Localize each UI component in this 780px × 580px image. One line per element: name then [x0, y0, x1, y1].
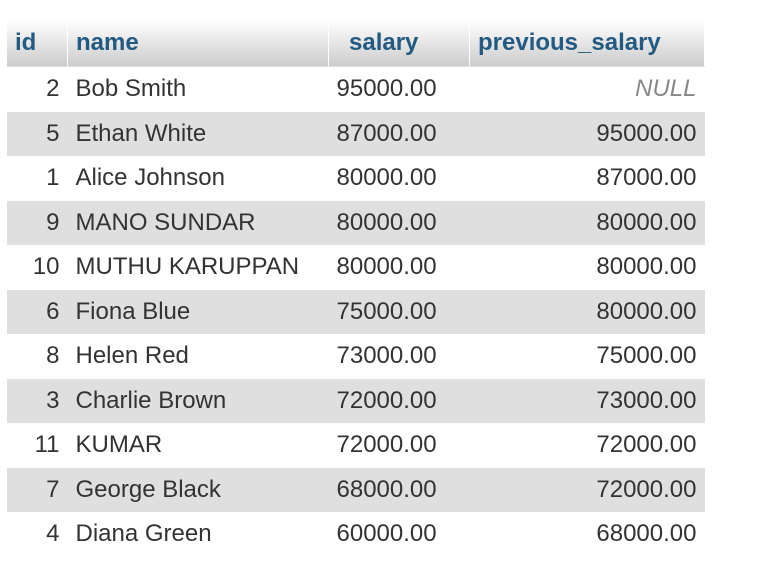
cell-salary: 72000.00 [328, 423, 470, 468]
cell-salary: 60000.00 [328, 512, 470, 557]
cell-salary: 73000.00 [328, 334, 470, 379]
cell-id: 5 [7, 111, 68, 156]
cell-name: Charlie Brown [67, 378, 329, 423]
cell-name: Fiona Blue [67, 289, 329, 334]
cell-salary: 68000.00 [328, 467, 470, 512]
cell-previous-salary: 80000.00 [469, 289, 705, 334]
cell-previous-salary: 73000.00 [469, 378, 705, 423]
table-row[interactable]: 6 Fiona Blue 75000.00 80000.00 [7, 289, 705, 334]
table-row[interactable]: 9 MANO SUNDAR 80000.00 80000.00 [7, 200, 705, 245]
cell-name: KUMAR [67, 423, 329, 468]
cell-name: MANO SUNDAR [67, 200, 329, 245]
cell-id: 8 [7, 334, 68, 379]
cell-name: MUTHU KARUPPAN [67, 245, 329, 290]
cell-id: 2 [7, 66, 68, 112]
cell-salary: 95000.00 [328, 66, 470, 112]
cell-name: Alice Johnson [67, 156, 329, 201]
table-row[interactable]: 7 George Black 68000.00 72000.00 [7, 467, 705, 512]
cell-salary: 75000.00 [328, 289, 470, 334]
results-table: id name salary previous_salary 2 Bob Smit… [7, 20, 705, 557]
header-row: id name salary previous_salary [7, 20, 705, 67]
cell-name: George Black [67, 467, 329, 512]
table-row[interactable]: 5 Ethan White 87000.00 95000.00 [7, 111, 705, 156]
table-header: id name salary previous_salary [7, 20, 705, 67]
cell-id: 3 [7, 378, 68, 423]
cell-id: 4 [7, 512, 68, 557]
table-body: 2 Bob Smith 95000.00 NULL 5 Ethan White 87000.… [7, 66, 705, 557]
cell-salary: 80000.00 [328, 245, 470, 290]
table-row[interactable]: 11 KUMAR 72000.00 72000.00 [7, 423, 705, 468]
table-row[interactable]: 1 Alice Johnson 80000.00 87000.00 [7, 156, 705, 201]
cell-salary: 87000.00 [328, 111, 470, 156]
column-header-id[interactable]: id [7, 20, 68, 67]
cell-previous-salary: 75000.00 [469, 334, 705, 379]
column-header-salary[interactable]: salary [328, 20, 470, 67]
cell-salary: 72000.00 [328, 378, 470, 423]
cell-salary: 80000.00 [328, 156, 470, 201]
cell-name: Ethan White [67, 111, 329, 156]
cell-id: 11 [7, 423, 68, 468]
cell-previous-salary: 87000.00 [469, 156, 705, 201]
table-row[interactable]: 8 Helen Red 73000.00 75000.00 [7, 334, 705, 379]
column-header-name[interactable]: name [67, 20, 329, 67]
table-row[interactable]: 3 Charlie Brown 72000.00 73000.00 [7, 378, 705, 423]
cell-previous-salary: 68000.00 [469, 512, 705, 557]
cell-id: 10 [7, 245, 68, 290]
table-row[interactable]: 2 Bob Smith 95000.00 NULL [7, 66, 705, 112]
cell-name: Bob Smith [67, 66, 329, 112]
null-value: NULL [635, 75, 697, 103]
cell-id: 1 [7, 156, 68, 201]
table-row[interactable]: 4 Diana Green 60000.00 68000.00 [7, 512, 705, 557]
cell-previous-salary: 72000.00 [469, 467, 705, 512]
cell-name: Diana Green [67, 512, 329, 557]
cell-name: Helen Red [67, 334, 329, 379]
cell-previous-salary: 95000.00 [469, 111, 705, 156]
cell-id: 6 [7, 289, 68, 334]
cell-id: 7 [7, 467, 68, 512]
cell-previous-salary: NULL [469, 66, 705, 112]
table-row[interactable]: 10 MUTHU KARUPPAN 80000.00 80000.00 [7, 245, 705, 290]
cell-previous-salary: 72000.00 [469, 423, 705, 468]
cell-previous-salary: 80000.00 [469, 200, 705, 245]
cell-previous-salary: 80000.00 [469, 245, 705, 290]
cell-salary: 80000.00 [328, 200, 470, 245]
column-header-previous-salary[interactable]: previous_salary [469, 20, 705, 67]
cell-id: 9 [7, 200, 68, 245]
